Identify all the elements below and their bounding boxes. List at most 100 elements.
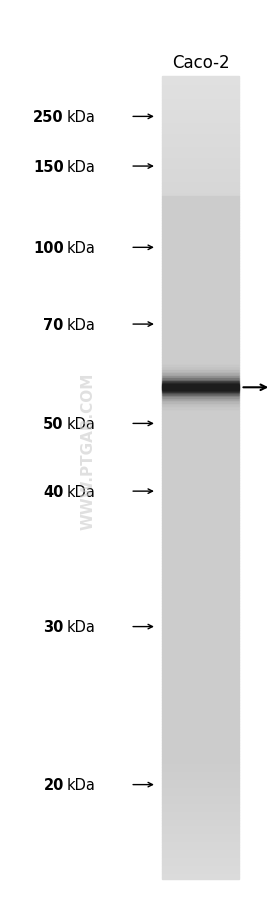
Bar [162, 98, 239, 101]
Bar [162, 594, 239, 596]
Bar [162, 440, 239, 443]
Bar [162, 392, 239, 395]
Bar [162, 339, 239, 342]
Bar [162, 566, 239, 569]
Bar [162, 837, 239, 839]
Bar [162, 494, 239, 497]
Bar [162, 719, 239, 722]
Bar [162, 470, 239, 473]
Bar [162, 384, 239, 387]
Bar [162, 802, 239, 805]
Bar [162, 630, 239, 633]
Bar [162, 686, 239, 689]
Bar [162, 425, 239, 428]
Bar [162, 636, 239, 639]
Bar [162, 730, 239, 732]
Bar [162, 443, 239, 446]
Bar [162, 622, 239, 625]
Bar [162, 135, 239, 138]
Bar [162, 767, 239, 769]
Bar [162, 90, 239, 93]
Bar [162, 202, 239, 205]
Bar [162, 256, 239, 259]
Bar [162, 326, 239, 328]
Bar [162, 448, 239, 451]
Text: kDa: kDa [66, 160, 95, 174]
Bar [162, 866, 239, 869]
Bar [162, 93, 239, 96]
Bar [162, 850, 239, 852]
Bar [162, 122, 239, 124]
Bar [162, 796, 239, 799]
Bar [162, 644, 239, 647]
Bar [162, 877, 239, 879]
Bar [162, 141, 239, 143]
Bar [162, 293, 239, 296]
Bar [162, 674, 239, 676]
Bar [162, 210, 239, 213]
Bar [162, 115, 239, 117]
Bar [162, 347, 239, 350]
Bar [162, 207, 239, 210]
Bar [162, 379, 239, 382]
Bar [162, 614, 239, 617]
Bar [162, 406, 239, 409]
Bar [162, 855, 239, 858]
Bar [162, 371, 239, 373]
Bar [162, 869, 239, 871]
Bar [162, 580, 239, 583]
Bar [162, 350, 239, 353]
Bar [162, 678, 239, 681]
Bar [162, 652, 239, 655]
Bar [162, 633, 239, 636]
Text: 100: 100 [33, 241, 64, 255]
Bar [162, 558, 239, 561]
Bar [162, 842, 239, 844]
Bar [162, 529, 239, 531]
Bar [162, 165, 239, 168]
Bar [162, 475, 239, 478]
Bar [162, 373, 239, 376]
Bar [162, 852, 239, 855]
Bar [162, 668, 239, 671]
Bar [162, 301, 239, 304]
Bar [162, 826, 239, 829]
Bar [162, 422, 239, 425]
Bar [162, 127, 239, 130]
Bar [162, 259, 239, 262]
Bar [162, 251, 239, 253]
Bar [162, 181, 239, 184]
Bar [162, 360, 239, 363]
Text: 250: 250 [33, 110, 64, 124]
Bar [162, 483, 239, 486]
Bar [162, 732, 239, 735]
Bar [162, 465, 239, 467]
Bar [162, 692, 239, 695]
Bar [162, 703, 239, 705]
Bar [162, 513, 239, 516]
Bar [162, 526, 239, 529]
Bar [162, 639, 239, 641]
Bar [162, 561, 239, 564]
Bar [162, 187, 239, 189]
Bar [162, 456, 239, 459]
Bar [162, 285, 239, 288]
Bar [162, 534, 239, 537]
Text: 40: 40 [43, 484, 64, 499]
Bar [162, 609, 239, 612]
Bar [162, 146, 239, 149]
Bar [162, 106, 239, 109]
Bar [162, 791, 239, 794]
Text: WWW.PTGAB.COM: WWW.PTGAB.COM [80, 373, 95, 529]
Bar [162, 240, 239, 243]
Bar [162, 863, 239, 866]
Bar [162, 575, 239, 577]
Bar [162, 403, 239, 406]
Bar [162, 761, 239, 764]
Bar [162, 596, 239, 599]
Text: 50: 50 [43, 417, 64, 431]
Bar [162, 741, 239, 743]
Bar [162, 414, 239, 417]
Bar [162, 813, 239, 815]
Bar [162, 658, 239, 660]
